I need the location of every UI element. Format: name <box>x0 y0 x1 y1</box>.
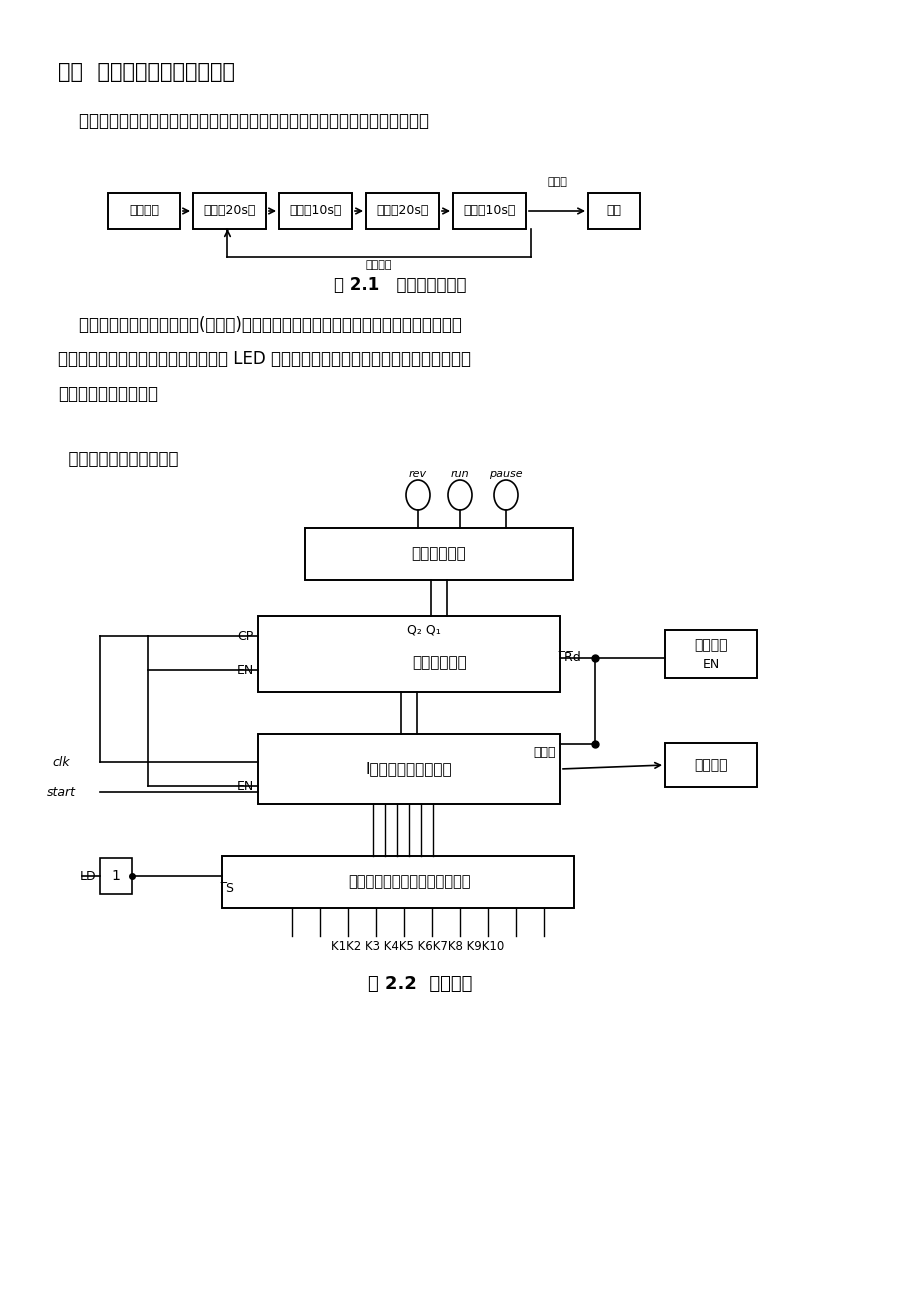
Text: EN: EN <box>236 780 254 793</box>
Text: ̅R̅d: ̅R̅d <box>563 651 580 664</box>
Text: 图 2.1   电机运转时序图: 图 2.1 电机运转时序图 <box>334 276 466 294</box>
Text: 反转（20s）: 反转（20s） <box>376 204 428 217</box>
Text: 倒计时方式对洗涤过程作计时显示，用 LED 表示电动机的正、反转，如果定时时间到，则: 倒计时方式对洗涤过程作计时显示，用 LED 表示电动机的正、反转，如果定时时间到… <box>58 350 471 368</box>
Text: 二：  实验目的、任务和要求：: 二： 实验目的、任务和要求： <box>58 62 234 82</box>
Text: 正转（20s）: 正转（20s） <box>203 204 255 217</box>
Text: clk: clk <box>52 755 70 768</box>
Bar <box>278 193 352 229</box>
Text: 停止: 停止 <box>606 204 621 217</box>
Bar <box>221 855 573 907</box>
Ellipse shape <box>494 480 517 510</box>
Bar <box>664 630 756 678</box>
Text: 译码驱动模块: 译码驱动模块 <box>411 547 466 561</box>
Text: pause: pause <box>489 469 522 479</box>
Text: 定时未到: 定时未到 <box>366 260 392 270</box>
Text: 时间到: 时间到 <box>533 746 555 759</box>
Bar <box>664 743 756 786</box>
Text: 设计一个洗衣机洗涤程序控制器，控制洗衣机的电动机按下图所示的规律运转：: 设计一个洗衣机洗涤程序控制器，控制洗衣机的电动机按下图所示的规律运转： <box>58 112 428 130</box>
Text: 音响电路: 音响电路 <box>694 638 727 652</box>
Bar <box>257 616 560 691</box>
Text: 时间显示: 时间显示 <box>694 758 727 772</box>
Text: 1: 1 <box>111 868 120 883</box>
Text: run: run <box>450 469 469 479</box>
Text: 定时起动: 定时起动 <box>129 204 159 217</box>
Text: 用两位数码管预置洗涤时间(分钟数)，洗涤过程在送入预置时间后开始运转，洗涤中按: 用两位数码管预置洗涤时间(分钟数)，洗涤过程在送入预置时间后开始运转，洗涤中按 <box>58 316 461 335</box>
Text: I进制减法计数器模块: I进制减法计数器模块 <box>365 762 452 776</box>
Bar <box>108 193 180 229</box>
Bar <box>366 193 438 229</box>
Bar <box>100 858 131 894</box>
Bar <box>452 193 526 229</box>
Text: 定时到: 定时到 <box>547 177 566 187</box>
Text: 洗涤预置时间编码寄存电路模块: 洗涤预置时间编码寄存电路模块 <box>348 875 471 889</box>
Bar <box>587 193 640 229</box>
Text: CP: CP <box>237 629 254 642</box>
Text: 停机并发出音响信号。: 停机并发出音响信号。 <box>58 385 158 404</box>
Ellipse shape <box>448 480 471 510</box>
Text: start: start <box>47 785 76 798</box>
Bar <box>193 193 266 229</box>
Text: Q₂ Q₁: Q₂ Q₁ <box>407 624 440 637</box>
Text: rev: rev <box>408 469 426 479</box>
Text: K1K2 K3 K4K5 K6K7K8 K9K10: K1K2 K3 K4K5 K6K7K8 K9K10 <box>331 940 505 953</box>
Text: 暂停（10s）: 暂停（10s） <box>289 204 341 217</box>
Bar <box>257 734 560 805</box>
Text: LD: LD <box>79 870 96 883</box>
Bar <box>305 529 573 579</box>
Text: 其系统框图如下图所示：: 其系统框图如下图所示： <box>58 450 178 467</box>
Text: EN: EN <box>701 658 719 671</box>
Text: EN: EN <box>236 664 254 677</box>
Text: ̅S: ̅S <box>226 881 233 894</box>
Text: 时序电路模块: 时序电路模块 <box>412 656 466 671</box>
Ellipse shape <box>405 480 429 510</box>
Text: 暂停（10s）: 暂停（10s） <box>463 204 516 217</box>
Text: 图 2.2  系统框图: 图 2.2 系统框图 <box>368 975 471 993</box>
